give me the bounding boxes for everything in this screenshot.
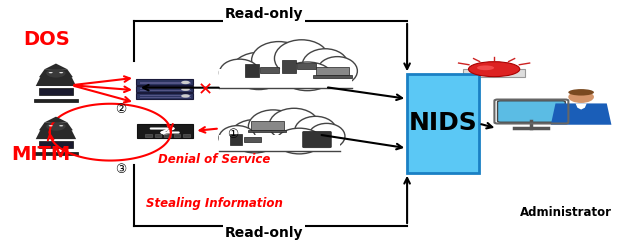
FancyBboxPatch shape bbox=[219, 135, 340, 151]
Polygon shape bbox=[39, 69, 73, 77]
Ellipse shape bbox=[46, 122, 66, 131]
FancyBboxPatch shape bbox=[183, 134, 190, 137]
FancyBboxPatch shape bbox=[248, 130, 286, 132]
Ellipse shape bbox=[282, 62, 333, 91]
Ellipse shape bbox=[230, 120, 280, 153]
Ellipse shape bbox=[469, 62, 520, 77]
Ellipse shape bbox=[568, 91, 594, 103]
FancyBboxPatch shape bbox=[230, 134, 242, 145]
FancyBboxPatch shape bbox=[34, 99, 78, 102]
FancyBboxPatch shape bbox=[220, 69, 353, 88]
Ellipse shape bbox=[49, 72, 52, 73]
Ellipse shape bbox=[220, 59, 260, 86]
Ellipse shape bbox=[219, 126, 256, 150]
Text: NIDS: NIDS bbox=[409, 111, 477, 136]
Text: Denial of Service: Denial of Service bbox=[158, 153, 271, 166]
FancyBboxPatch shape bbox=[145, 134, 152, 137]
Ellipse shape bbox=[276, 128, 322, 154]
FancyBboxPatch shape bbox=[137, 79, 193, 85]
FancyBboxPatch shape bbox=[164, 134, 171, 137]
FancyBboxPatch shape bbox=[497, 101, 565, 122]
Polygon shape bbox=[39, 122, 73, 130]
FancyBboxPatch shape bbox=[173, 134, 180, 137]
FancyBboxPatch shape bbox=[155, 134, 162, 137]
Ellipse shape bbox=[269, 108, 319, 142]
FancyBboxPatch shape bbox=[137, 86, 193, 92]
Ellipse shape bbox=[477, 65, 494, 70]
FancyBboxPatch shape bbox=[39, 141, 73, 148]
Polygon shape bbox=[36, 129, 76, 139]
FancyBboxPatch shape bbox=[282, 60, 296, 73]
Text: ✕: ✕ bbox=[198, 81, 213, 99]
Text: MITM: MITM bbox=[11, 145, 70, 164]
Ellipse shape bbox=[49, 125, 52, 126]
Text: ③: ③ bbox=[115, 163, 127, 176]
FancyBboxPatch shape bbox=[137, 93, 193, 99]
Text: ②: ② bbox=[115, 103, 127, 116]
FancyBboxPatch shape bbox=[34, 152, 78, 155]
Ellipse shape bbox=[232, 52, 286, 90]
FancyBboxPatch shape bbox=[313, 75, 352, 78]
Text: Read-only: Read-only bbox=[225, 7, 303, 21]
Circle shape bbox=[181, 94, 190, 98]
Ellipse shape bbox=[251, 41, 306, 79]
Text: DOS: DOS bbox=[23, 30, 70, 49]
FancyBboxPatch shape bbox=[260, 67, 279, 73]
Ellipse shape bbox=[308, 124, 345, 149]
Ellipse shape bbox=[318, 57, 358, 85]
Polygon shape bbox=[45, 63, 67, 69]
Text: Read-only: Read-only bbox=[225, 226, 303, 240]
Text: Administrator: Administrator bbox=[520, 206, 612, 219]
Text: Stealing Information: Stealing Information bbox=[146, 197, 283, 210]
FancyBboxPatch shape bbox=[39, 88, 73, 95]
Ellipse shape bbox=[568, 89, 594, 96]
Ellipse shape bbox=[303, 49, 348, 81]
FancyBboxPatch shape bbox=[407, 74, 479, 173]
FancyBboxPatch shape bbox=[303, 131, 331, 148]
FancyBboxPatch shape bbox=[464, 69, 525, 77]
Ellipse shape bbox=[248, 110, 298, 143]
Ellipse shape bbox=[59, 72, 63, 73]
Ellipse shape bbox=[295, 116, 336, 145]
Ellipse shape bbox=[46, 69, 66, 78]
FancyBboxPatch shape bbox=[251, 121, 284, 130]
Polygon shape bbox=[36, 76, 76, 86]
Ellipse shape bbox=[275, 40, 329, 77]
Ellipse shape bbox=[59, 125, 63, 126]
FancyBboxPatch shape bbox=[316, 67, 349, 75]
Polygon shape bbox=[575, 103, 587, 110]
Text: ①: ① bbox=[227, 128, 239, 141]
FancyBboxPatch shape bbox=[297, 63, 316, 69]
FancyBboxPatch shape bbox=[243, 137, 261, 142]
Polygon shape bbox=[551, 103, 612, 125]
FancyBboxPatch shape bbox=[137, 124, 193, 138]
Polygon shape bbox=[45, 117, 67, 122]
Circle shape bbox=[181, 81, 190, 84]
FancyBboxPatch shape bbox=[245, 64, 258, 77]
Circle shape bbox=[181, 87, 190, 91]
